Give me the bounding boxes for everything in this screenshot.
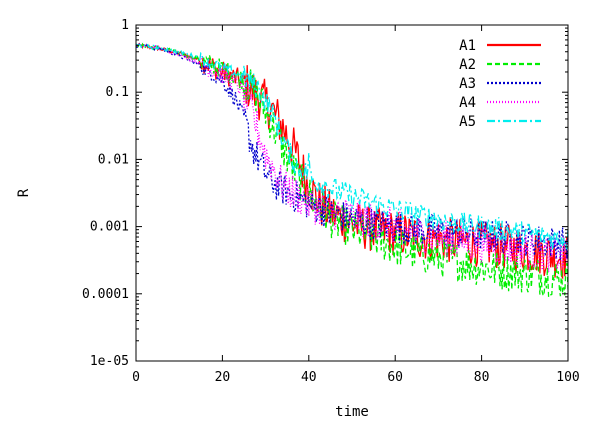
plot-frame [135,24,569,362]
y-axis-title: R [16,188,32,197]
y-tick-label: 1 [121,18,129,33]
series-layer [136,42,568,299]
series-line-a5 [136,43,568,250]
y-tick-label: 0.1 [106,85,129,100]
x-tick-label: 60 [387,370,403,385]
x-tick-label: 100 [556,370,579,385]
legend-label-a5: A5 [459,114,476,130]
series-line-a1 [136,42,568,280]
ticks-layer: 0 20 40 60 80 100 1e-05 0.0001 0.001 0.01 0.1 1 [82,18,580,385]
legend-label-a4: A4 [459,95,476,111]
legend-label-a3: A3 [459,76,476,92]
x-tick-label: 80 [474,370,490,385]
x-axis-title: time [335,404,369,420]
x-tick-label: 20 [215,370,231,385]
series-line-a2 [136,42,568,299]
y-tick-label: 0.01 [98,152,129,167]
x-tick-label: 0 [132,370,140,385]
y-tick-label: 0.0001 [82,287,129,302]
x-tick-label: 40 [301,370,317,385]
y-tick-label: 1e-05 [90,354,129,369]
y-tick-label: 0.001 [90,220,129,235]
legend-label-a2: A2 [459,57,476,73]
legend: A1 A2 A3 A4 A5 [459,38,541,130]
legend-label-a1: A1 [459,38,476,54]
